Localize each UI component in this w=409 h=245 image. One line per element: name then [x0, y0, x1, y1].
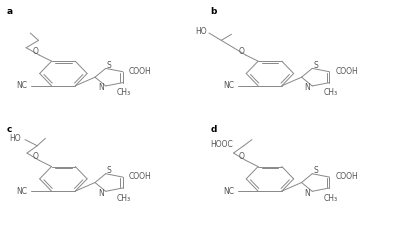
- Text: CH₃: CH₃: [117, 88, 131, 98]
- Text: a: a: [6, 7, 12, 16]
- Text: b: b: [211, 7, 217, 16]
- Text: O: O: [32, 152, 38, 161]
- Text: COOH: COOH: [335, 172, 358, 181]
- Text: S: S: [313, 166, 318, 175]
- Text: N: N: [304, 189, 310, 198]
- Text: CH₃: CH₃: [117, 194, 131, 203]
- Text: NC: NC: [223, 81, 234, 90]
- Text: N: N: [98, 83, 103, 92]
- Text: S: S: [107, 61, 111, 70]
- Text: S: S: [107, 166, 111, 175]
- Text: S: S: [313, 61, 318, 70]
- Text: HO: HO: [195, 27, 207, 36]
- Text: COOH: COOH: [129, 172, 151, 181]
- Text: CH₃: CH₃: [323, 194, 337, 203]
- Text: N: N: [304, 83, 310, 92]
- Text: d: d: [211, 125, 217, 134]
- Text: c: c: [6, 125, 11, 134]
- Text: COOH: COOH: [335, 67, 358, 76]
- Text: CH₃: CH₃: [323, 88, 337, 98]
- Text: HOOC: HOOC: [210, 140, 233, 149]
- Text: O: O: [239, 47, 245, 56]
- Text: COOH: COOH: [129, 67, 151, 76]
- Text: N: N: [98, 189, 103, 198]
- Text: NC: NC: [17, 187, 27, 196]
- Text: O: O: [32, 47, 38, 56]
- Text: HO: HO: [9, 134, 20, 143]
- Text: NC: NC: [17, 81, 27, 90]
- Text: O: O: [239, 152, 245, 161]
- Text: NC: NC: [223, 187, 234, 196]
